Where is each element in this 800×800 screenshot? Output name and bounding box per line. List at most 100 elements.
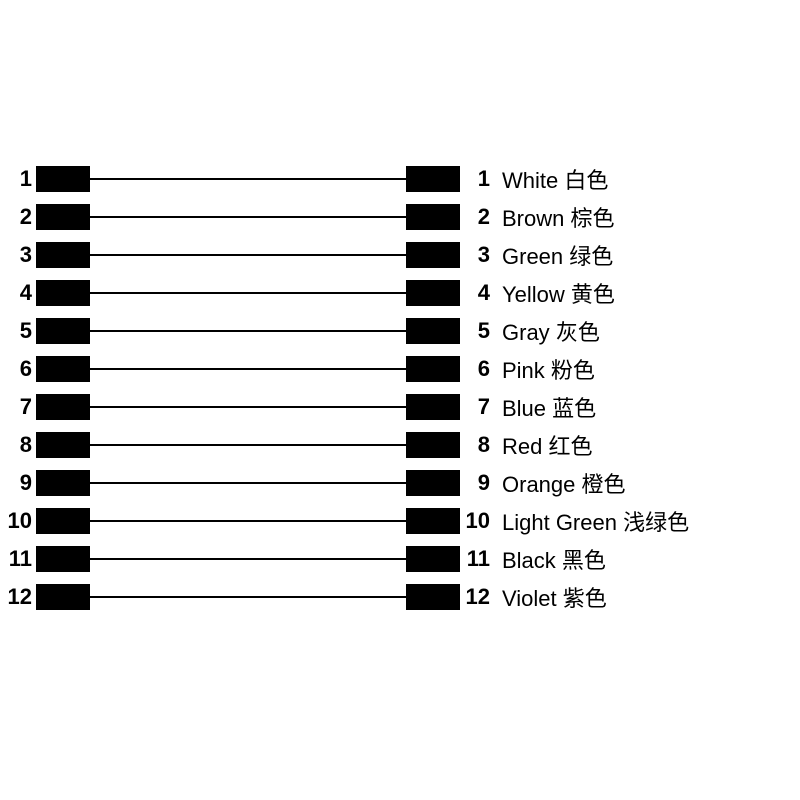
wire-row: 44Yellow 黄色 <box>0 274 800 312</box>
pin-number-right: 12 <box>460 584 490 610</box>
connector-block-right <box>406 204 460 230</box>
color-label: Brown 棕色 <box>490 201 615 233</box>
color-label-zh: 紫色 <box>563 586 607 611</box>
wire-row: 55Gray 灰色 <box>0 312 800 350</box>
pin-number-right: 7 <box>460 394 490 420</box>
wire-row: 66Pink 粉色 <box>0 350 800 388</box>
connector-block-left <box>36 166 90 192</box>
pin-number-left: 10 <box>0 508 36 534</box>
pin-number-right: 11 <box>460 546 490 572</box>
wire-line <box>90 254 406 256</box>
wire-row: 22Brown 棕色 <box>0 198 800 236</box>
connector-block-left <box>36 356 90 382</box>
pin-number-left: 7 <box>0 394 36 420</box>
pin-number-left: 3 <box>0 242 36 268</box>
color-label: Gray 灰色 <box>490 315 600 347</box>
connector-block-right <box>406 280 460 306</box>
pin-number-left: 2 <box>0 204 36 230</box>
connector-block-right <box>406 508 460 534</box>
connector-block-left <box>36 204 90 230</box>
color-label: Light Green 浅绿色 <box>490 505 689 537</box>
color-label: Red 红色 <box>490 429 593 461</box>
color-label-en: Blue <box>502 396 546 421</box>
wire-row: 1111Black 黑色 <box>0 540 800 578</box>
connector-block-left <box>36 470 90 496</box>
connector-block-left <box>36 280 90 306</box>
wiring-diagram: 11White 白色22Brown 棕色33Green 绿色44Yellow 黄… <box>0 160 800 616</box>
color-label: Violet 紫色 <box>490 581 607 613</box>
connector-block-right <box>406 242 460 268</box>
color-label-zh: 灰色 <box>556 320 600 345</box>
connector-block-left <box>36 394 90 420</box>
color-label-en: Violet <box>502 586 557 611</box>
connector-block-right <box>406 546 460 572</box>
pin-number-left: 8 <box>0 432 36 458</box>
color-label: Yellow 黄色 <box>490 277 615 309</box>
wire-line <box>90 558 406 560</box>
pin-number-left: 6 <box>0 356 36 382</box>
connector-block-left <box>36 546 90 572</box>
connector-block-right <box>406 584 460 610</box>
wire-row: 88Red 红色 <box>0 426 800 464</box>
pin-number-right: 9 <box>460 470 490 496</box>
color-label: Black 黑色 <box>490 543 606 575</box>
pin-number-left: 4 <box>0 280 36 306</box>
wire-line <box>90 520 406 522</box>
wire-line <box>90 292 406 294</box>
color-label-zh: 棕色 <box>570 206 614 231</box>
color-label: Green 绿色 <box>490 239 613 271</box>
color-label: White 白色 <box>490 163 608 195</box>
connector-block-right <box>406 166 460 192</box>
pin-number-right: 1 <box>460 166 490 192</box>
wire-row: 1010Light Green 浅绿色 <box>0 502 800 540</box>
pin-number-right: 8 <box>460 432 490 458</box>
connector-block-right <box>406 356 460 382</box>
wire-line <box>90 178 406 180</box>
connector-block-right <box>406 318 460 344</box>
color-label-zh: 蓝色 <box>552 396 596 421</box>
wire-row: 33Green 绿色 <box>0 236 800 274</box>
color-label: Blue 蓝色 <box>490 391 596 423</box>
wire-line <box>90 330 406 332</box>
color-label-en: White <box>502 168 558 193</box>
pin-number-right: 5 <box>460 318 490 344</box>
pin-number-right: 10 <box>460 508 490 534</box>
pin-number-left: 9 <box>0 470 36 496</box>
pin-number-right: 4 <box>460 280 490 306</box>
wire-row: 11White 白色 <box>0 160 800 198</box>
pin-number-left: 5 <box>0 318 36 344</box>
connector-block-right <box>406 394 460 420</box>
connector-block-left <box>36 584 90 610</box>
wire-line <box>90 444 406 446</box>
wire-line <box>90 368 406 370</box>
color-label-zh: 白色 <box>564 168 608 193</box>
wire-row: 99Orange 橙色 <box>0 464 800 502</box>
color-label-zh: 黄色 <box>571 282 615 307</box>
pin-number-right: 3 <box>460 242 490 268</box>
color-label-en: Gray <box>502 320 550 345</box>
wire-row: 1212Violet 紫色 <box>0 578 800 616</box>
color-label-en: Pink <box>502 358 545 383</box>
wire-line <box>90 216 406 218</box>
color-label-zh: 绿色 <box>569 244 613 269</box>
color-label-en: Black <box>502 548 556 573</box>
color-label-en: Orange <box>502 472 575 497</box>
color-label-zh: 橙色 <box>582 472 626 497</box>
connector-block-right <box>406 432 460 458</box>
pin-number-right: 6 <box>460 356 490 382</box>
wire-row: 77Blue 蓝色 <box>0 388 800 426</box>
color-label-en: Light Green <box>502 510 617 535</box>
connector-block-left <box>36 242 90 268</box>
color-label-en: Brown <box>502 206 564 231</box>
connector-block-left <box>36 508 90 534</box>
color-label-en: Red <box>502 434 542 459</box>
color-label-zh: 黑色 <box>562 548 606 573</box>
color-label: Orange 橙色 <box>490 467 626 499</box>
color-label: Pink 粉色 <box>490 353 595 385</box>
pin-number-left: 11 <box>0 546 36 572</box>
wire-line <box>90 482 406 484</box>
color-label-zh: 浅绿色 <box>623 510 689 535</box>
color-label-zh: 红色 <box>548 434 592 459</box>
pin-number-right: 2 <box>460 204 490 230</box>
pin-number-left: 12 <box>0 584 36 610</box>
